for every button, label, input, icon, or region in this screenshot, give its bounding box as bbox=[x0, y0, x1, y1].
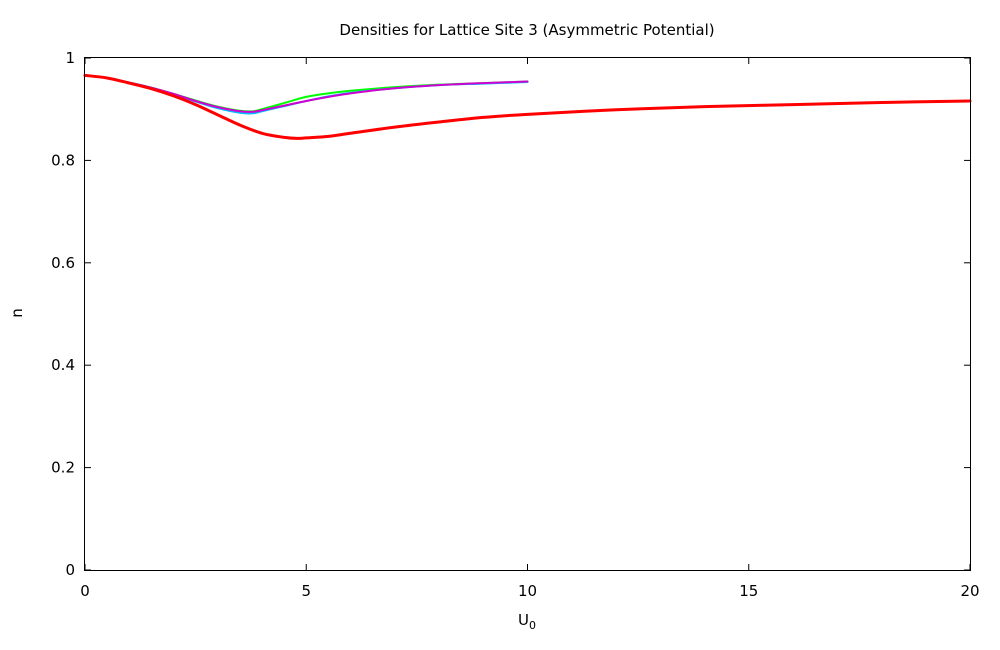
x-tick-label: 0 bbox=[80, 582, 90, 600]
plot-series bbox=[83, 73, 972, 140]
series-line-2 bbox=[84, 74, 529, 115]
plot-frame bbox=[84, 57, 971, 571]
series-line-1 bbox=[84, 74, 529, 113]
y-tick-label: 0.4 bbox=[51, 356, 75, 374]
y-tick-label: 0.6 bbox=[51, 254, 75, 272]
x-tick-label: 20 bbox=[960, 582, 979, 600]
y-axis: 0 0.2 0.4 0.6 0.8 1 bbox=[51, 49, 970, 579]
series-line-3 bbox=[84, 74, 529, 113]
x-axis: 0 5 10 15 20 bbox=[80, 58, 980, 600]
x-tick-label: 5 bbox=[301, 582, 311, 600]
x-tick-label: 10 bbox=[518, 582, 537, 600]
y-tick-label: 0.8 bbox=[51, 151, 75, 169]
x-axis-label: U0 bbox=[518, 611, 536, 632]
series-line-4 bbox=[83, 73, 972, 140]
y-tick-label: 1 bbox=[65, 49, 75, 67]
chart-title: Densities for Lattice Site 3 (Asymmetric… bbox=[339, 21, 714, 39]
x-tick-label: 15 bbox=[739, 582, 758, 600]
x-axis-label-main: U bbox=[518, 611, 529, 629]
y-tick-label: 0 bbox=[65, 561, 75, 579]
y-axis-label: n bbox=[8, 308, 26, 318]
x-axis-label-subscript: 0 bbox=[529, 619, 536, 632]
y-tick-label: 0.2 bbox=[51, 459, 75, 477]
